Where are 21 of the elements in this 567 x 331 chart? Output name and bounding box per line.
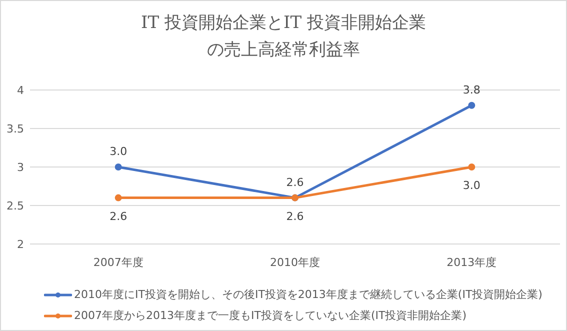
data-label: 2.6 (286, 210, 304, 223)
y-tick-label: 4 (17, 84, 24, 97)
x-tick-label: 2010年度 (270, 256, 320, 269)
legend-label: 2007年度から2013年度まで一度もIT投資をしていない企業(IT投資非開始企業) (74, 308, 466, 323)
chart-title: IT 投資開始企業とIT 投資非開始企業の売上高経常利益率 (140, 12, 427, 62)
point (114, 194, 122, 202)
point (468, 164, 476, 170)
y-tick-label: 2 (17, 238, 24, 251)
data-label: 2.6 (110, 210, 128, 223)
y-tick-label: 3.5 (6, 122, 24, 136)
legend-label: 2010年度にIT投資を開始し、その後IT投資を2013年度まで継続している企業(IT投資開始企業) (74, 287, 542, 302)
data-label: 3.8 (462, 83, 480, 96)
point (114, 164, 122, 170)
data-label: 3.0 (462, 179, 480, 192)
x-tick-label: 2007年度 (93, 256, 144, 269)
y-tick-label: 3 (17, 161, 24, 174)
x-tick-label: 2013年度 (446, 256, 497, 269)
y-tick-label: 2.5 (6, 200, 24, 212)
data-label: 3.0 (110, 145, 128, 158)
point (468, 102, 476, 109)
data-label: 2.6 (286, 176, 304, 189)
